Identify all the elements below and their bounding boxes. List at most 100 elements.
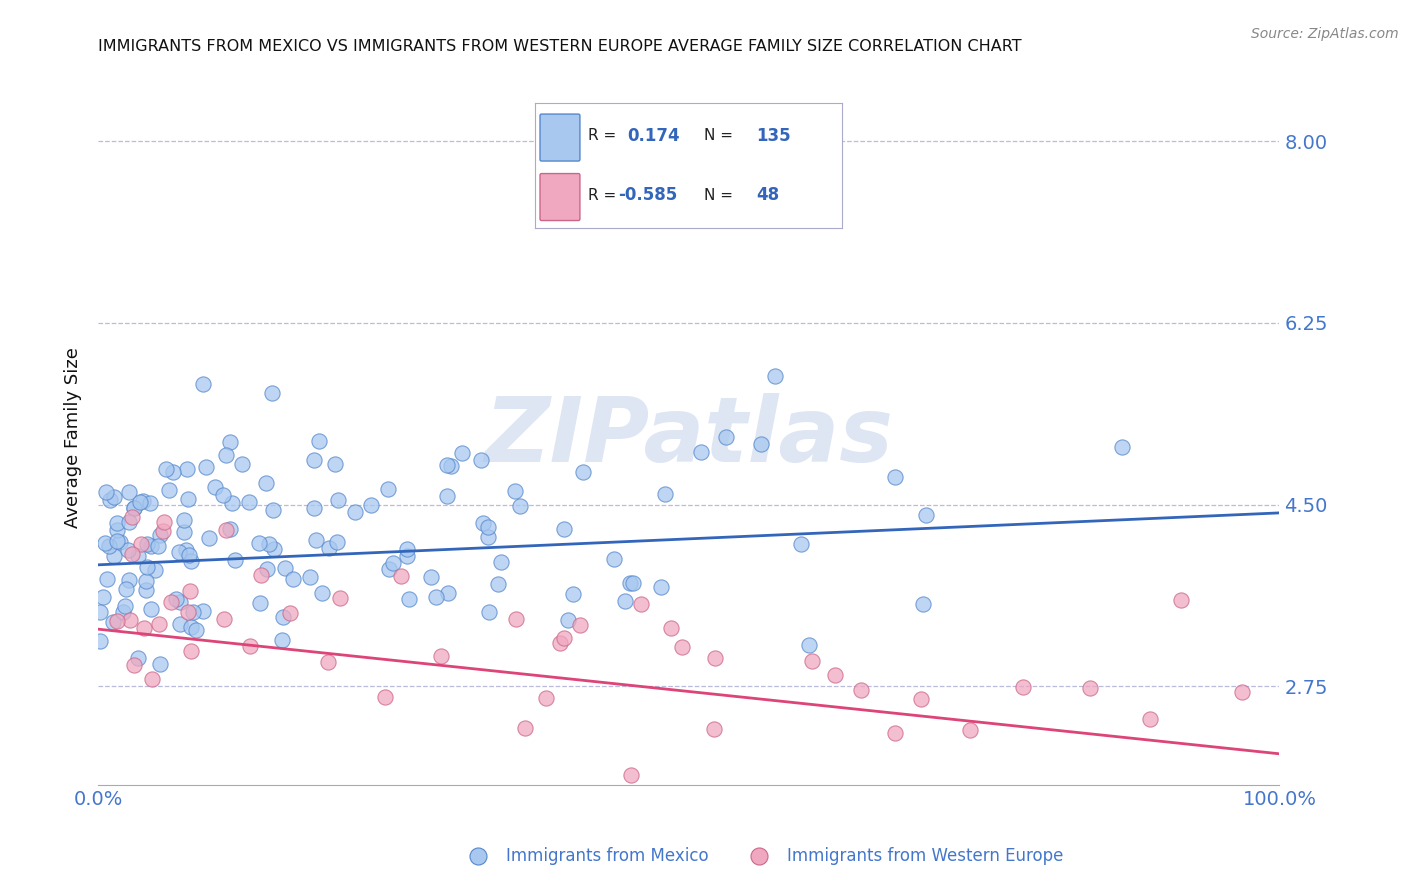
Point [316, 655, 339, 669]
Point [231, 457, 253, 471]
Point [157, 483, 180, 497]
Point [105, 516, 128, 531]
Point [281, 572, 304, 586]
Point [215, 523, 238, 537]
Point [1078, 681, 1101, 696]
Text: ZIPatlas: ZIPatlas [485, 393, 893, 481]
Point [884, 726, 907, 740]
Point [96, 572, 118, 586]
Point [98, 539, 121, 553]
Point [790, 537, 813, 551]
Point [135, 583, 157, 598]
Point [398, 592, 420, 607]
Point [308, 434, 330, 449]
Point [1111, 440, 1133, 454]
Point [121, 509, 143, 524]
Point [650, 581, 672, 595]
Point [262, 502, 284, 516]
Point [173, 524, 195, 539]
Point [162, 465, 184, 479]
Point [614, 594, 637, 608]
Point [748, 849, 770, 863]
Point [122, 657, 145, 672]
Point [478, 606, 501, 620]
Point [118, 573, 141, 587]
Point [124, 501, 146, 516]
Point [311, 586, 333, 600]
Point [176, 462, 198, 476]
Point [271, 610, 294, 624]
Point [437, 585, 460, 599]
Point [111, 605, 134, 619]
Point [184, 624, 207, 638]
Point [799, 638, 821, 652]
Point [430, 648, 453, 663]
Point [179, 584, 201, 599]
Point [224, 553, 246, 567]
Point [219, 435, 242, 450]
Point [115, 582, 138, 596]
Point [396, 542, 419, 557]
Point [389, 568, 412, 582]
Point [395, 549, 418, 564]
Point [121, 548, 143, 562]
Point [360, 498, 382, 512]
Point [89, 634, 111, 648]
Point [915, 508, 938, 522]
Point [325, 457, 347, 471]
Point [671, 640, 693, 654]
Point [260, 385, 283, 400]
Point [263, 541, 285, 556]
Point [238, 495, 260, 509]
Point [155, 462, 177, 476]
Point [152, 524, 174, 539]
Point [127, 549, 149, 564]
Point [249, 596, 271, 610]
Point [160, 595, 183, 609]
Point [749, 436, 772, 450]
Text: Immigrants from Western Europe: Immigrants from Western Europe [787, 847, 1064, 865]
Point [239, 640, 262, 654]
Point [436, 458, 458, 473]
Point [173, 513, 195, 527]
Point [534, 690, 557, 705]
Point [619, 576, 641, 591]
Point [256, 562, 278, 576]
Point [299, 570, 322, 584]
Point [471, 516, 494, 531]
Point [91, 591, 114, 605]
Point [129, 537, 152, 551]
Point [318, 541, 340, 555]
Text: Immigrants from Mexico: Immigrants from Mexico [506, 847, 709, 865]
Point [98, 493, 121, 508]
Point [568, 618, 591, 632]
Point [135, 574, 157, 588]
Point [135, 560, 157, 574]
Point [377, 482, 399, 496]
Point [101, 615, 124, 630]
Point [117, 515, 139, 529]
Point [703, 722, 725, 736]
Point [328, 492, 350, 507]
Point [143, 563, 166, 577]
Point [704, 650, 727, 665]
Point [149, 528, 172, 542]
Text: IMMIGRANTS FROM MEXICO VS IMMIGRANTS FROM WESTERN EUROPE AVERAGE FAMILY SIZE COR: IMMIGRANTS FROM MEXICO VS IMMIGRANTS FRO… [98, 38, 1022, 54]
Point [326, 535, 349, 549]
Point [148, 657, 170, 671]
Point [204, 480, 226, 494]
Point [912, 597, 935, 611]
Point [329, 591, 352, 605]
Point [139, 601, 162, 615]
Point [714, 430, 737, 444]
Point [176, 543, 198, 558]
Point [117, 543, 139, 558]
Point [122, 501, 145, 516]
Point [93, 536, 115, 550]
Point [553, 522, 575, 536]
Point [302, 501, 325, 516]
Point [249, 568, 271, 582]
Point [139, 539, 162, 553]
Point [440, 459, 463, 474]
Point [169, 616, 191, 631]
